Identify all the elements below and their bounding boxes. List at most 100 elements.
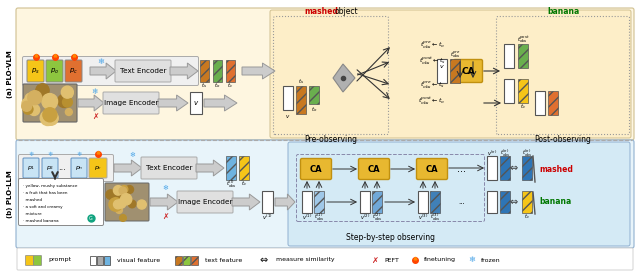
Text: $t_{obs}^{pre} \leftarrow t_s$: $t_{obs}^{pre} \leftarrow t_s$ — [420, 79, 444, 91]
Bar — [226, 156, 236, 180]
FancyBboxPatch shape — [141, 157, 197, 179]
Text: text feature: text feature — [205, 258, 243, 262]
Text: $t_c$: $t_c$ — [524, 213, 530, 221]
Polygon shape — [78, 95, 104, 111]
Text: $p_2$: $p_2$ — [46, 164, 54, 172]
Circle shape — [65, 90, 73, 98]
Text: $t_{obs}^{post} \leftarrow t_s$: $t_{obs}^{post} \leftarrow t_s$ — [419, 55, 445, 67]
Circle shape — [117, 199, 126, 208]
Circle shape — [38, 84, 48, 95]
Bar — [360, 191, 370, 213]
Circle shape — [119, 187, 127, 195]
Circle shape — [49, 102, 56, 109]
Bar — [418, 191, 428, 213]
Text: $t_{obs}^{(n)}$: $t_{obs}^{(n)}$ — [522, 147, 532, 159]
Text: CA: CA — [461, 67, 475, 76]
FancyBboxPatch shape — [16, 8, 634, 140]
FancyBboxPatch shape — [26, 256, 33, 266]
Text: object: object — [334, 7, 358, 17]
Bar — [372, 191, 382, 213]
Bar — [548, 91, 558, 115]
Bar — [213, 60, 222, 82]
Circle shape — [109, 198, 122, 211]
Bar — [283, 86, 293, 110]
Bar — [302, 191, 312, 213]
Text: ❄: ❄ — [129, 152, 135, 158]
Text: $v^{(3)}$: $v^{(3)}$ — [418, 212, 428, 222]
Text: ❄: ❄ — [76, 152, 82, 156]
FancyBboxPatch shape — [270, 10, 631, 138]
Text: mashed: mashed — [23, 198, 42, 202]
Text: ❄: ❄ — [92, 86, 98, 95]
Text: Text Encoder: Text Encoder — [146, 165, 192, 171]
FancyBboxPatch shape — [27, 60, 44, 82]
Bar — [200, 60, 209, 82]
Bar — [430, 191, 440, 213]
Bar — [90, 256, 96, 265]
Text: $p_s$: $p_s$ — [31, 67, 40, 76]
FancyBboxPatch shape — [65, 60, 82, 82]
FancyBboxPatch shape — [358, 158, 390, 179]
Text: · a fruit that has been: · a fruit that has been — [23, 191, 67, 195]
Circle shape — [49, 111, 56, 117]
Text: ⇔: ⇔ — [510, 163, 518, 173]
Circle shape — [113, 186, 123, 195]
Bar — [504, 79, 514, 103]
Circle shape — [42, 94, 58, 109]
Bar — [104, 256, 110, 265]
Text: mashed: mashed — [304, 7, 338, 17]
Bar — [296, 86, 306, 114]
Polygon shape — [333, 64, 355, 92]
Circle shape — [63, 97, 72, 107]
Circle shape — [120, 214, 126, 221]
Text: ✗: ✗ — [92, 112, 98, 121]
Circle shape — [116, 207, 122, 213]
Text: ❄: ❄ — [97, 57, 104, 67]
Bar — [487, 191, 497, 213]
Circle shape — [40, 110, 55, 126]
Text: $t_o$: $t_o$ — [214, 81, 221, 91]
Text: · mashed banana: · mashed banana — [23, 219, 59, 223]
Circle shape — [29, 91, 39, 102]
Text: ...: ... — [459, 199, 465, 205]
Text: CA: CA — [368, 164, 380, 174]
Circle shape — [120, 185, 128, 193]
Text: Text Encoder: Text Encoder — [120, 68, 166, 74]
Polygon shape — [275, 194, 295, 210]
FancyBboxPatch shape — [177, 191, 233, 213]
Text: $v$: $v$ — [285, 113, 291, 120]
Text: ✗: ✗ — [162, 211, 168, 221]
Text: ⇔: ⇔ — [260, 255, 268, 265]
Circle shape — [137, 200, 147, 209]
FancyBboxPatch shape — [16, 140, 634, 248]
Text: mixture: mixture — [23, 212, 42, 216]
Text: $p_c$: $p_c$ — [69, 67, 78, 76]
Text: · yellow, mushy substance: · yellow, mushy substance — [23, 184, 77, 188]
Circle shape — [28, 104, 40, 115]
Text: $t_c$: $t_c$ — [520, 103, 526, 112]
Bar — [191, 256, 198, 265]
Text: $v^{(2)}$: $v^{(2)}$ — [360, 212, 370, 222]
Text: $t_{obs}^{pre}$: $t_{obs}^{pre}$ — [449, 49, 460, 60]
Text: Pre-observing: Pre-observing — [305, 134, 358, 144]
FancyBboxPatch shape — [89, 158, 107, 178]
Bar — [487, 156, 497, 180]
Text: $t_o$: $t_o$ — [311, 105, 317, 115]
Text: $v^{(1)}$: $v^{(1)}$ — [262, 212, 272, 222]
Text: $t_{obs}^{(1)}$: $t_{obs}^{(1)}$ — [314, 211, 324, 223]
Polygon shape — [90, 63, 116, 79]
Circle shape — [106, 190, 115, 199]
FancyBboxPatch shape — [19, 155, 113, 182]
Bar — [437, 59, 447, 83]
Bar — [522, 191, 532, 213]
FancyBboxPatch shape — [105, 183, 149, 221]
Circle shape — [43, 108, 57, 122]
Text: $t_{obs}^{post} \leftarrow t_o$: $t_{obs}^{post} \leftarrow t_o$ — [419, 95, 445, 107]
Text: Post-observing: Post-observing — [534, 134, 591, 144]
Polygon shape — [232, 194, 260, 210]
Text: (a) PLO-VLM: (a) PLO-VLM — [7, 50, 13, 98]
FancyBboxPatch shape — [103, 92, 159, 114]
Text: frozen: frozen — [481, 258, 500, 262]
Bar — [522, 156, 532, 180]
Text: $v$: $v$ — [193, 99, 199, 107]
